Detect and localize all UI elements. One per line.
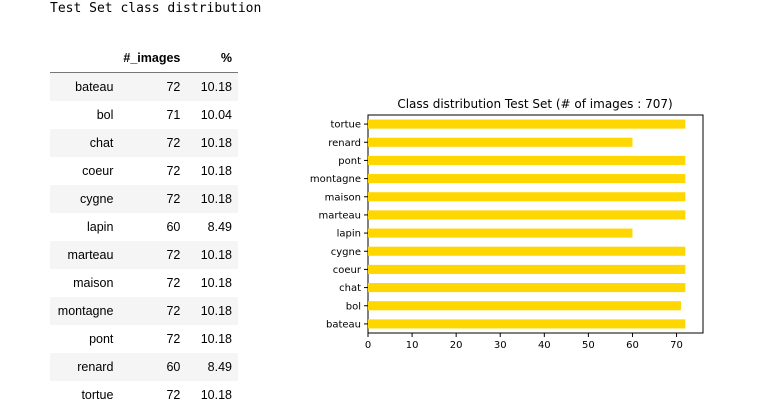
- row-label: marteau: [67, 247, 114, 262]
- table-header-row: #_images %: [50, 44, 238, 73]
- row-count: 72: [166, 275, 181, 290]
- x-tick-label: 50: [582, 340, 595, 351]
- row-label: montagne: [57, 303, 114, 318]
- row-label: coeur: [82, 163, 114, 178]
- class-distribution-table: #_images % bateau 72 10.18 bol 71 10.04 chat 72…: [50, 44, 238, 409]
- x-tick-label: 10: [406, 340, 419, 351]
- row-percent: 10.04: [200, 107, 232, 122]
- row-percent: 10.18: [200, 247, 232, 262]
- y-tick-label: tortue: [330, 120, 361, 131]
- bar-maison: [368, 192, 686, 202]
- x-tick-label: 20: [450, 340, 463, 351]
- y-tick-label: cygne: [331, 247, 361, 258]
- bar-chat: [368, 283, 686, 293]
- row-percent: 8.49: [207, 359, 232, 374]
- table-row: bol 71 10.04: [50, 101, 238, 129]
- row-label: cygne: [80, 191, 114, 206]
- x-tick-label: 0: [365, 340, 371, 351]
- y-tick-label: bateau: [326, 319, 361, 330]
- bar-tortue: [368, 119, 686, 129]
- table-row: pont 72 10.18: [50, 325, 238, 353]
- row-label: pont: [89, 331, 114, 346]
- bar-cygne: [368, 246, 686, 256]
- column-header-images: #_images: [119, 44, 187, 73]
- plot-frame: [367, 114, 704, 334]
- y-tick-label: lapin: [337, 229, 361, 240]
- row-count: 72: [166, 303, 181, 318]
- table-row: maison 72 10.18: [50, 269, 238, 297]
- row-count: 72: [166, 331, 181, 346]
- y-tick-label: chat: [339, 283, 361, 294]
- class-distribution-chart: Class distribution Test Set (# of images…: [310, 97, 704, 351]
- table-row: montagne 72 10.18: [50, 296, 238, 325]
- table-row: renard 60 8.49: [50, 352, 238, 381]
- table-row: lapin 60 8.49: [50, 213, 238, 241]
- bar-marteau: [368, 210, 686, 220]
- row-count: 72: [166, 79, 181, 94]
- column-header-percent: %: [186, 44, 238, 73]
- row-label: maison: [73, 275, 114, 290]
- bar-coeur: [368, 264, 686, 274]
- row-count: 72: [166, 387, 181, 402]
- table-row: coeur 72 10.18: [50, 157, 238, 185]
- row-label: tortue: [81, 387, 114, 402]
- row-percent: 10.18: [200, 275, 232, 290]
- table-row: marteau 72 10.18: [50, 240, 238, 269]
- x-tick-label: 40: [538, 340, 551, 351]
- x-tick-label: 70: [670, 340, 683, 351]
- y-tick-label: marteau: [318, 210, 361, 221]
- row-label: renard: [77, 359, 114, 374]
- row-percent: 8.49: [207, 219, 232, 234]
- row-label: chat: [89, 135, 114, 150]
- row-count: 60: [166, 359, 181, 374]
- row-count: 72: [166, 135, 181, 150]
- y-tick-label: bol: [346, 301, 361, 312]
- bar-lapin: [368, 228, 633, 238]
- bar-bol: [368, 301, 681, 311]
- row-percent: 10.18: [200, 163, 232, 178]
- row-percent: 10.18: [200, 331, 232, 346]
- row-count: 71: [166, 107, 181, 122]
- y-tick-label: renard: [328, 138, 361, 149]
- y-tick-label: pont: [338, 156, 361, 167]
- table-row: tortue 72 10.18: [50, 381, 238, 409]
- table-row: bateau 72 10.18: [50, 72, 238, 101]
- bar-pont: [368, 155, 686, 165]
- row-percent: 10.18: [200, 135, 232, 150]
- y-tick-label: montagne: [310, 174, 361, 185]
- row-count: 60: [166, 219, 181, 234]
- row-label: bateau: [75, 79, 114, 94]
- row-count: 72: [166, 191, 181, 206]
- output-title: Test Set class distribution: [50, 1, 262, 16]
- y-tick-label: maison: [325, 192, 361, 203]
- index-header: [50, 44, 120, 73]
- chart-title: Class distribution Test Set (# of images…: [397, 97, 672, 111]
- row-percent: 10.18: [200, 303, 232, 318]
- table-row: chat 72 10.18: [50, 128, 238, 157]
- x-tick-label: 30: [494, 340, 507, 351]
- bar-montagne: [368, 174, 686, 184]
- row-percent: 10.18: [200, 79, 232, 94]
- row-percent: 10.18: [200, 191, 232, 206]
- bar-renard: [368, 137, 633, 147]
- y-tick-label: coeur: [333, 265, 362, 276]
- row-label: bol: [96, 107, 114, 122]
- bar-bateau: [368, 319, 686, 329]
- row-count: 72: [166, 247, 181, 262]
- row-percent: 10.18: [200, 387, 232, 402]
- row-count: 72: [166, 163, 181, 178]
- table-row: cygne 72 10.18: [50, 184, 238, 213]
- row-label: lapin: [86, 219, 114, 234]
- x-tick-label: 60: [626, 340, 639, 351]
